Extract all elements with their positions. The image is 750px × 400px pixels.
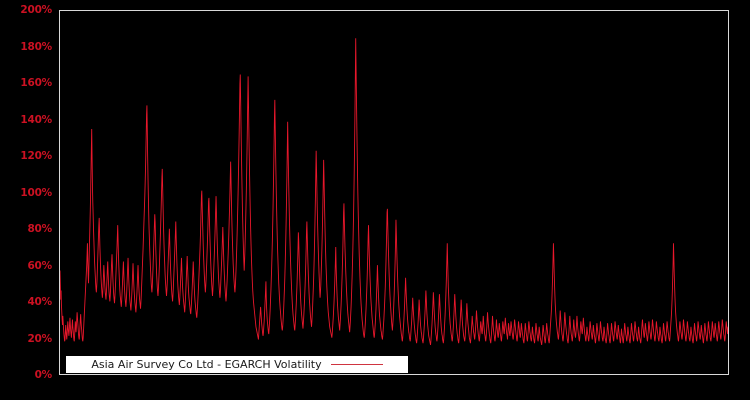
- plot-area: [59, 10, 729, 375]
- volatility-series: [60, 38, 728, 346]
- y-tick-label: 120%: [20, 150, 52, 162]
- y-tick-label: 160%: [20, 77, 52, 89]
- y-tick-label: 20%: [27, 332, 52, 345]
- y-tick-label: 0%: [34, 369, 53, 381]
- y-tick-label: 40%: [27, 296, 52, 308]
- legend: Asia Air Survey Co Ltd - EGARCH Volatili…: [66, 356, 408, 373]
- y-axis: 200% 180% 160% 140% 120% 100% 80% 60% 40…: [0, 0, 59, 400]
- y-tick-label: 60%: [27, 259, 52, 272]
- y-tick-label: 100%: [20, 186, 52, 199]
- y-tick-label: 180%: [20, 40, 52, 53]
- legend-line-sample: [330, 364, 383, 365]
- legend-label: Asia Air Survey Co Ltd - EGARCH Volatili…: [91, 358, 322, 371]
- series-line: [60, 38, 728, 346]
- y-tick-label: 140%: [20, 113, 52, 126]
- y-tick-label: 80%: [27, 223, 52, 235]
- y-tick-label: 200%: [20, 4, 52, 16]
